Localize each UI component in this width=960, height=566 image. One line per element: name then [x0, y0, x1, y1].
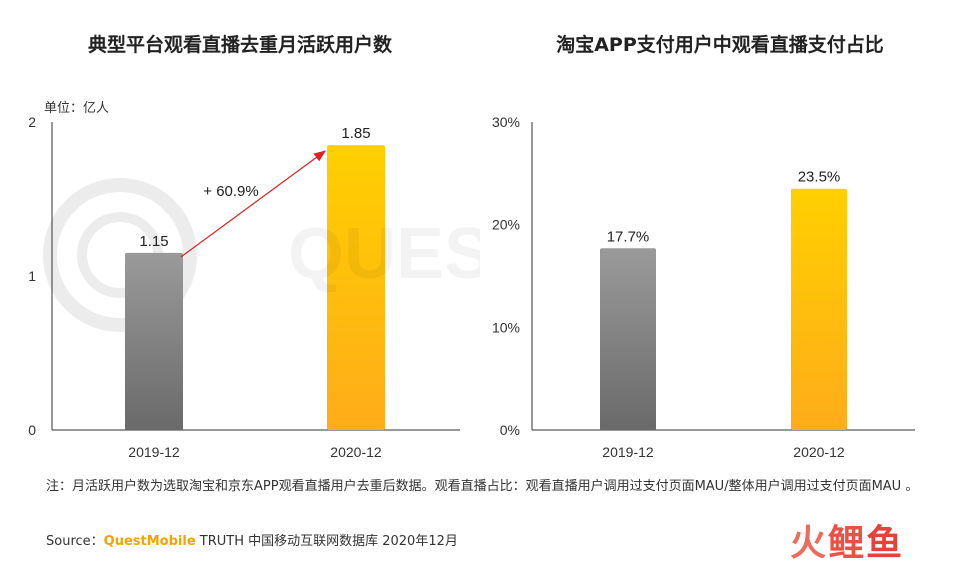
right-chart-panel: 淘宝APP支付用户中观看直播支付占比 0% 10% 20% 30% 17.7% 2019-… — [480, 0, 960, 470]
data-label-2020-12: 23.5% — [798, 169, 841, 186]
bar-2019-12 — [125, 252, 183, 430]
data-label-2020-12: 1.85 — [341, 125, 370, 142]
bar-2020-12 — [327, 145, 385, 430]
logo-char-3: 鱼 — [866, 523, 905, 564]
y-tick-label: 30% — [492, 114, 520, 130]
y-tick-label: 2 — [28, 114, 36, 130]
right-chart: 0% 10% 20% 30% 17.7% 2019-12 23.5% 2020-12 — [492, 114, 915, 460]
right-chart-title: 淘宝APP支付用户中观看直播支付占比 — [556, 34, 884, 56]
x-tick-label-2020-12: 2020-12 — [793, 444, 845, 460]
bar-2020-12 — [791, 188, 847, 430]
left-chart-title: 典型平台观看直播去重月活跃用户数 — [87, 34, 392, 56]
x-tick-label-2019-12: 2019-12 — [128, 444, 180, 460]
y-tick-label: 20% — [492, 217, 520, 233]
growth-annotation: + 60.9% — [203, 183, 258, 200]
bar-2019-12 — [600, 248, 656, 430]
huoliyu-logo: 火鲤鱼 — [790, 514, 904, 566]
logo-char-1: 火 — [790, 523, 829, 564]
source-suffix: TRUTH 中国移动互联网数据库 2020年12月 — [195, 534, 458, 549]
data-label-2019-12: 17.7% — [607, 228, 650, 245]
left-chart: 0 1 2 单位：亿人 1.15 2019-12 1.85 2020-12 + 60.9% QUE… — [28, 101, 480, 460]
data-label-2019-12: 1.15 — [139, 233, 168, 250]
footnote: 注：月活跃用户数为选取淘宝和京东APP观看直播用户去重后数据。观看直播占比：观看… — [46, 479, 919, 494]
source-brand: QuestMobile — [103, 534, 196, 549]
y-tick-label: 10% — [492, 319, 520, 335]
source-line: Source：QuestMobile TRUTH 中国移动互联网数据库 2020… — [46, 530, 458, 549]
y-tick-label: 0% — [500, 422, 520, 438]
y-tick-label: 0 — [28, 422, 36, 438]
x-tick-label-2019-12: 2019-12 — [602, 444, 654, 460]
y-tick-label: 1 — [28, 268, 36, 284]
x-tick-label-2020-12: 2020-12 — [330, 444, 382, 460]
unit-label: 单位：亿人 — [44, 101, 109, 116]
watermark-text: QUEST MOBILE — [288, 214, 480, 294]
left-chart-panel: 典型平台观看直播去重月活跃用户数 0 1 2 单位：亿人 1.15 2019-12 1.85… — [0, 0, 480, 470]
watermark-ring-outer — [43, 178, 197, 332]
source-prefix: Source： — [46, 534, 104, 549]
growth-arrow — [180, 150, 326, 258]
logo-char-2: 鲤 — [828, 523, 867, 564]
